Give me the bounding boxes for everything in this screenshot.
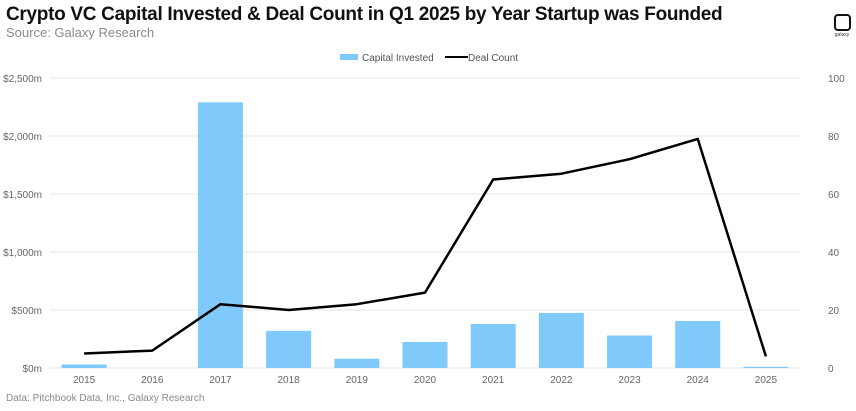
line-series [84, 137, 768, 357]
bar-capital-invested [266, 330, 312, 368]
x-tick-label: 2015 [73, 375, 96, 386]
bar-capital-invested [61, 364, 107, 368]
y-tick-label: $2,500m [3, 74, 42, 85]
x-axis: 2015 2016 2017 2018 2019 2020 2021 2022 2023 2024… [73, 375, 778, 386]
x-tick-label: 2024 [687, 375, 710, 386]
galaxy-logo: galaxy [831, 14, 853, 38]
x-tick-label: 2023 [618, 375, 641, 386]
line-deal-count [84, 137, 768, 357]
y2-tick-label: 40 [828, 248, 840, 259]
x-tick-label: 2018 [278, 375, 301, 386]
chart-source: Source: Galaxy Research [6, 25, 155, 40]
bar-capital-invested [538, 312, 584, 368]
x-tick-label: 2020 [414, 375, 437, 386]
x-tick-label: 2019 [346, 375, 369, 386]
y2-tick-label: 60 [828, 190, 840, 201]
y2-tick-label: 100 [828, 74, 845, 85]
x-tick-label: 2022 [550, 375, 573, 386]
legend-label-capital-invested: Capital Invested [362, 53, 434, 64]
y2-tick-label: 0 [828, 364, 834, 375]
y-tick-label: $2,000m [3, 132, 42, 143]
y-axis-left: $0m $500m $1,000m $1,500m $2,000m $2,500m [3, 74, 42, 375]
y-tick-label: $0m [23, 364, 42, 375]
bar-capital-invested [402, 341, 448, 368]
chart-title: Crypto VC Capital Invested & Deal Count … [6, 4, 723, 25]
x-tick-label: 2017 [209, 375, 232, 386]
bar-capital-invested [743, 366, 789, 368]
bar-capital-invested [607, 335, 653, 368]
legend: Capital Invested Deal Count [340, 53, 518, 64]
y2-tick-label: 80 [828, 132, 840, 143]
y-tick-label: $1,500m [3, 190, 42, 201]
bar-capital-invested [334, 358, 380, 368]
bar-series [61, 102, 789, 369]
x-tick-label: 2021 [482, 375, 505, 386]
y-tick-label: $1,000m [3, 248, 42, 259]
data-source-note: Data: Pitchbook Data, Inc., Galaxy Resea… [6, 393, 205, 404]
y-axis-right: 0 20 40 60 80 100 [828, 74, 845, 375]
bar-capital-invested [470, 323, 516, 368]
bar-capital-invested [197, 102, 243, 369]
legend-label-deal-count: Deal Count [468, 53, 518, 64]
x-tick-label: 2025 [755, 375, 778, 386]
logo-text: galaxy [834, 32, 850, 38]
x-tick-label: 2016 [141, 375, 164, 386]
y2-tick-label: 20 [828, 306, 840, 317]
bar-capital-invested [675, 321, 721, 368]
legend-swatch-capital-invested [340, 54, 358, 60]
galaxy-logo-icon [833, 14, 851, 31]
y-tick-label: $500m [11, 306, 42, 317]
